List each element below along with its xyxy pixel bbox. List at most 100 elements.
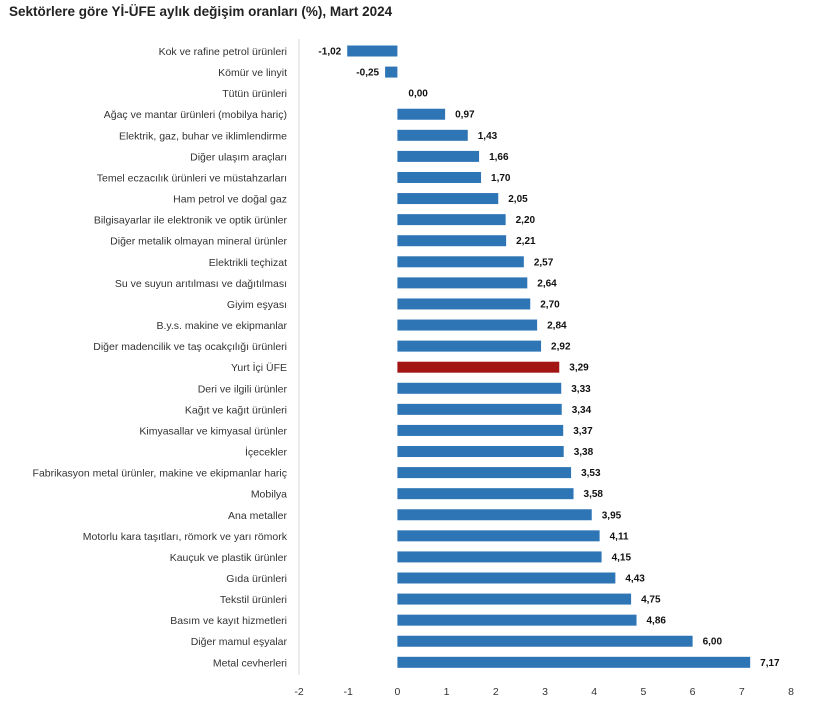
category-label: Ana metaller — [228, 510, 287, 522]
category-label: Elektrik, gaz, buhar ve iklimlendirme — [119, 130, 287, 142]
bar — [397, 446, 564, 458]
bar — [397, 656, 751, 668]
category-label: Diğer ulaşım araçları — [190, 151, 287, 163]
x-tick-label: 8 — [788, 686, 794, 698]
category-label: İçecekler — [245, 446, 288, 459]
category-label: Kauçuk ve plastik ürünler — [170, 552, 288, 564]
value-label: 6,00 — [703, 637, 723, 648]
x-tick-label: 4 — [591, 686, 597, 698]
category-label: Motorlu kara taşıtları, römork ve yarı r… — [83, 531, 288, 543]
bar — [347, 45, 398, 57]
x-tick-label: 5 — [640, 686, 646, 698]
x-tick-label: 3 — [542, 686, 548, 698]
category-label: Ağaç ve mantar ürünleri (mobilya hariç) — [104, 109, 287, 121]
category-label: Metal cevherleri — [213, 657, 287, 669]
x-tick-label: 1 — [444, 686, 450, 698]
bar — [397, 340, 542, 352]
category-label: Diğer mamul eşyalar — [191, 636, 288, 648]
category-label: Kimyasallar ve kimyasal ürünler — [139, 425, 287, 437]
value-label: 3,34 — [572, 405, 592, 416]
category-label: Mobilya — [251, 489, 287, 501]
bar — [397, 150, 480, 162]
bar — [397, 551, 602, 563]
bar — [397, 509, 592, 521]
category-label: Su ve suyun arıtılması ve dağıtılması — [115, 278, 287, 290]
bar — [397, 488, 574, 500]
category-label: Tekstil ürünleri — [220, 594, 287, 606]
value-label: 2,05 — [508, 194, 528, 205]
x-tick-label: -2 — [294, 686, 303, 698]
value-label: 4,15 — [612, 552, 632, 563]
value-label: 1,66 — [489, 152, 509, 163]
value-label: 2,64 — [537, 278, 557, 289]
value-label: 0,97 — [455, 110, 475, 121]
category-label: Diğer metalik olmayan mineral ürünler — [110, 236, 287, 248]
value-label: 3,53 — [581, 468, 601, 479]
bar — [397, 635, 693, 647]
bar — [397, 467, 572, 479]
category-label: Diğer madencilik ve taş ocakçılığı ürünl… — [93, 341, 287, 353]
value-label: -0,25 — [356, 68, 379, 79]
value-label: -1,02 — [318, 47, 341, 58]
bar — [397, 235, 507, 247]
bar — [397, 403, 562, 415]
category-label: Bilgisayarlar ile elektronik ve optik ür… — [94, 215, 288, 227]
bar — [397, 530, 600, 542]
category-label: Gıda ürünleri — [226, 573, 287, 585]
category-label: Kömür ve linyit — [218, 67, 287, 79]
value-label: 2,84 — [547, 321, 567, 332]
bar — [397, 593, 632, 605]
category-label: Deri ve ilgili ürünler — [198, 383, 288, 395]
value-label: 3,95 — [602, 510, 622, 521]
category-label: B.y.s. makine ve ekipmanlar — [156, 320, 287, 332]
x-tick-label: 6 — [690, 686, 696, 698]
category-label: Ham petrol ve doğal gaz — [173, 194, 287, 206]
value-label: 1,70 — [491, 173, 511, 184]
value-label: 2,70 — [540, 299, 560, 310]
category-label: Kağıt ve kağıt ürünleri — [185, 404, 287, 416]
value-label: 2,92 — [551, 342, 571, 353]
x-tick-label: 0 — [394, 686, 400, 698]
x-tick-label: 7 — [739, 686, 745, 698]
value-label: 7,17 — [760, 658, 780, 669]
bar — [397, 171, 482, 183]
value-label: 1,43 — [478, 131, 498, 142]
bar-highlight — [397, 361, 560, 373]
bar — [397, 277, 528, 289]
value-label: 4,43 — [625, 574, 645, 585]
bar — [397, 298, 531, 310]
bar — [397, 256, 524, 268]
category-label: Tütün ürünleri — [222, 88, 287, 100]
value-label: 2,57 — [534, 257, 554, 268]
bar — [397, 614, 637, 626]
x-tick-label: 2 — [493, 686, 499, 698]
x-tick-label: -1 — [344, 686, 353, 698]
value-label: 3,29 — [569, 363, 589, 374]
bar — [397, 424, 564, 436]
value-label: 4,11 — [610, 531, 629, 542]
value-label: 3,37 — [573, 426, 593, 437]
bar — [397, 214, 506, 226]
value-label: 2,21 — [516, 236, 536, 247]
value-label: 2,20 — [516, 215, 536, 226]
bar — [397, 108, 446, 120]
value-label: 0,00 — [408, 89, 428, 100]
category-label: Basım ve kayıt hizmetleri — [170, 615, 287, 627]
category-label: Fabrikasyon metal ürünler, makine ve eki… — [33, 468, 287, 480]
value-label: 4,75 — [641, 595, 661, 606]
value-label: 3,38 — [574, 447, 594, 458]
chart-title: Sektörlere göre Yİ-ÜFE aylık değişim ora… — [9, 4, 393, 19]
value-label: 3,58 — [584, 489, 604, 500]
bar — [397, 319, 538, 331]
category-label: Giyim eşyası — [227, 299, 287, 311]
value-label: 3,33 — [571, 384, 591, 395]
category-label: Temel eczacılık ürünleri ve müstahzarlar… — [97, 172, 287, 184]
bar — [397, 129, 468, 141]
category-label: Elektrikli teçhizat — [209, 257, 287, 269]
bar — [397, 193, 499, 205]
category-label: Kok ve rafine petrol ürünleri — [159, 46, 287, 58]
value-label: 4,86 — [647, 616, 667, 627]
bar — [385, 66, 398, 78]
bar — [397, 382, 562, 394]
